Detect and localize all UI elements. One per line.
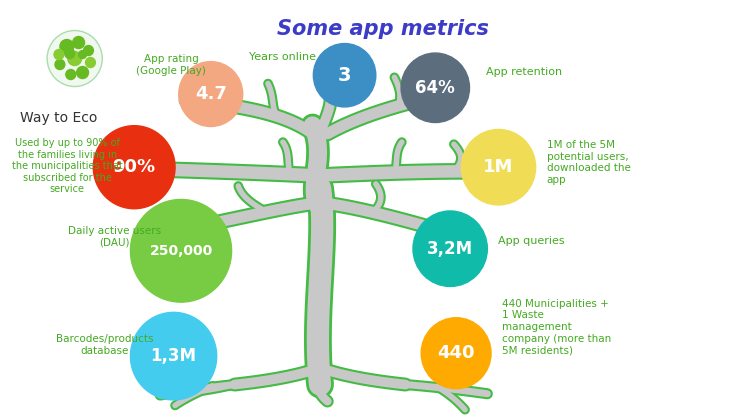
- Text: Way to Eco: Way to Eco: [20, 111, 98, 125]
- Circle shape: [65, 48, 75, 59]
- Circle shape: [421, 318, 491, 389]
- Text: Daily active users
(DAU): Daily active users (DAU): [67, 226, 161, 247]
- Text: Years online: Years online: [249, 52, 316, 62]
- Text: 1,3M: 1,3M: [150, 347, 196, 365]
- Circle shape: [72, 36, 85, 48]
- Circle shape: [131, 312, 217, 400]
- Text: 3,2M: 3,2M: [427, 240, 473, 258]
- Text: App rating
(Google Play): App rating (Google Play): [137, 54, 206, 76]
- Text: 440 Municipalities +
1 Waste
management
company (more than
5M residents): 440 Municipalities + 1 Waste management …: [502, 299, 612, 355]
- Text: 1M: 1M: [483, 158, 513, 176]
- Text: 90%: 90%: [112, 158, 156, 176]
- Circle shape: [60, 40, 74, 54]
- Text: 250,000: 250,000: [149, 244, 213, 258]
- Text: 1M of the 5M
potential users,
downloaded the
app: 1M of the 5M potential users, downloaded…: [547, 140, 630, 185]
- Circle shape: [131, 199, 232, 302]
- Text: App retention: App retention: [486, 67, 562, 77]
- Circle shape: [66, 69, 76, 79]
- Circle shape: [313, 43, 376, 107]
- Text: Barcodes/products
database: Barcodes/products database: [56, 334, 153, 356]
- Circle shape: [79, 51, 87, 59]
- Circle shape: [77, 66, 88, 79]
- Text: 4.7: 4.7: [195, 85, 226, 103]
- Circle shape: [84, 46, 94, 56]
- Circle shape: [179, 61, 242, 127]
- Text: Some app metrics: Some app metrics: [277, 19, 489, 39]
- Circle shape: [55, 59, 65, 69]
- Circle shape: [94, 126, 175, 209]
- Circle shape: [401, 53, 470, 122]
- Circle shape: [54, 49, 64, 59]
- Text: 64%: 64%: [415, 79, 455, 97]
- Circle shape: [85, 58, 95, 68]
- Text: App queries: App queries: [498, 236, 565, 246]
- Circle shape: [413, 211, 487, 286]
- Circle shape: [47, 31, 102, 87]
- Text: 440: 440: [437, 344, 475, 362]
- Circle shape: [461, 130, 535, 205]
- Circle shape: [68, 51, 82, 66]
- Text: Used by up to 90% of
the families living in
the municipalities that
subscribed f: Used by up to 90% of the families living…: [12, 138, 122, 194]
- Text: 3: 3: [337, 66, 351, 85]
